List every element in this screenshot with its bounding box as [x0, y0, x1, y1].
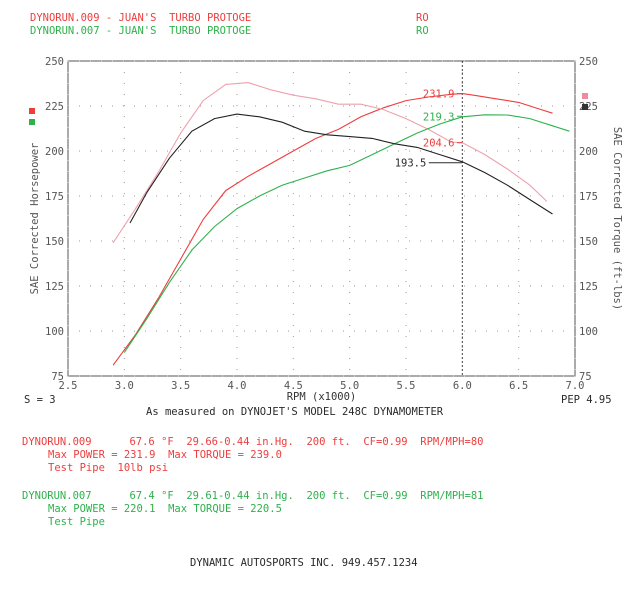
- peak-value-label: 204.6: [423, 138, 455, 150]
- header-run2-code: RO: [416, 25, 429, 37]
- y-left-tick-label: 100: [45, 326, 64, 338]
- pep-label: PEP 4.95: [561, 394, 612, 406]
- y-right-tick-label: 200: [579, 146, 598, 158]
- y-left-tick-label: 150: [45, 236, 64, 248]
- series-line-dynorun-007-torque: [129, 113, 553, 224]
- smoothing-label: S = 3: [24, 394, 56, 406]
- run1-notes: Test Pipe 10lb psi: [48, 462, 169, 474]
- y-right-tick-label: 125: [579, 281, 598, 293]
- legend-swatch-green-left: [29, 119, 35, 125]
- y-right-tick-label: 150: [579, 236, 598, 248]
- header-run1-code: RO: [416, 12, 429, 24]
- y-left-tick-label: 225: [45, 101, 64, 113]
- y-left-tick-label: 125: [45, 281, 64, 293]
- series-line-dynorun-009-torque: [112, 82, 548, 244]
- peak-value-label: 193.5: [395, 158, 427, 170]
- run1-max-values: Max POWER = 231.9 Max TORQUE = 239.0: [48, 449, 282, 461]
- x-tick-label: 6.0: [453, 380, 472, 392]
- series-line-dynorun-009-power: [112, 93, 553, 366]
- company-footer: DYNAMIC AUTOSPORTS INC. 949.457.1234: [190, 557, 418, 569]
- plot-frame: [67, 60, 576, 377]
- peak-value-label: 231.9: [423, 89, 455, 101]
- y-right-tick-label: 225: [579, 101, 598, 113]
- series-line-dynorun-007-power: [123, 114, 570, 353]
- x-tick-label: 5.0: [340, 380, 359, 392]
- run2-conditions: DYNORUN.007 67.4 °F 29.61-0.44 in.Hg. 20…: [22, 490, 484, 502]
- y-left-tick-label: 250: [45, 56, 64, 68]
- x-tick-label: 5.5: [397, 380, 416, 392]
- x-tick-label: 3.0: [115, 380, 134, 392]
- legend-swatch-red-left: [29, 108, 35, 114]
- y-right-tick-label: 175: [579, 191, 598, 203]
- x-tick-label: 3.5: [171, 380, 190, 392]
- measured-note: As measured on DYNOJET'S MODEL 248C DYNA…: [146, 406, 444, 418]
- x-tick-label: 6.5: [509, 380, 528, 392]
- y-right-tick-label: 75: [579, 371, 592, 383]
- y-right-axis-title: SAE Corrected Torque (ft-lbs): [611, 127, 623, 310]
- y-right-tick-label: 250: [579, 56, 598, 68]
- run2-notes: Test Pipe: [48, 516, 105, 528]
- y-left-tick-label: 200: [45, 146, 64, 158]
- header-run1-title: DYNORUN.009 - JUAN'S TURBO PROTOGE: [30, 12, 252, 24]
- x-tick-label: 7.0: [566, 380, 585, 392]
- y-left-tick-label: 75: [51, 371, 64, 383]
- x-tick-label: 4.0: [228, 380, 247, 392]
- y-left-axis-title: SAE Corrected Horsepower: [29, 143, 41, 295]
- legend-swatch-black-right: [582, 104, 588, 110]
- legend-swatch-pink-right: [582, 93, 588, 99]
- peak-value-label: 219.3: [423, 111, 455, 123]
- y-right-tick-label: 100: [579, 326, 598, 338]
- run1-conditions: DYNORUN.009 67.6 °F 29.66-0.44 in.Hg. 20…: [22, 436, 484, 448]
- x-tick-label: 2.5: [59, 380, 78, 392]
- header-run2-title: DYNORUN.007 - JUAN'S TURBO PROTOGE: [30, 25, 252, 37]
- run2-max-values: Max POWER = 220.1 Max TORQUE = 220.5: [48, 503, 282, 515]
- y-left-tick-label: 175: [45, 191, 64, 203]
- x-axis-title: RPM (x1000): [287, 391, 357, 403]
- x-tick-label: 4.5: [284, 380, 303, 392]
